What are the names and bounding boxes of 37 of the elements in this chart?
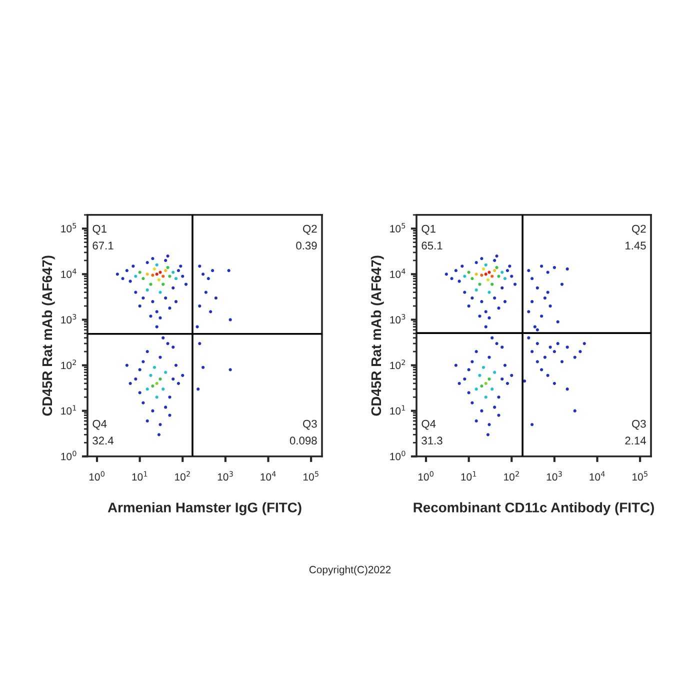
y-tick-label: 10$^{1}$ [390, 405, 406, 415]
x-tick-label: 10$^{5}$ [304, 471, 318, 481]
y-tick-label: 10$^{4}$ [61, 268, 76, 278]
x-tick-label: 10$^{5}$ [632, 471, 648, 481]
x-tick-label: 10$^{2}$ [175, 471, 190, 481]
annotation: Q1 65.1 [422, 224, 442, 250]
annotation: Q4 31.3 [422, 420, 442, 445]
annotation: Q2 1.45 [626, 224, 646, 250]
x-tick-label: 10$^{4}$ [590, 471, 605, 481]
y-tick-label: 10$^{5}$ [390, 223, 406, 232]
y-tick-label: 10$^{3}$ [61, 314, 76, 324]
annotation: Q2 0.39 [296, 224, 317, 250]
x-tick-label: 10$^{1}$ [461, 471, 476, 481]
annotation: Q3 0.098 [290, 420, 317, 445]
y-tick-label: 10$^{4}$ [390, 268, 406, 278]
annotation: Q3 2.14 [625, 420, 646, 444]
y-tick-label: 10$^{0}$ [61, 450, 76, 460]
x-tick-label: 10$^{0}$ [89, 471, 105, 481]
y-tick-label: 10$^{0}$ [390, 450, 406, 460]
y-tick-label: 10$^{3}$ [390, 314, 406, 324]
x-tick-label: 10$^{3}$ [546, 471, 562, 481]
x-tick-label: 10$^{0}$ [418, 471, 434, 481]
y-tick-label: 10$^{1}$ [61, 405, 76, 415]
x-axis-title: Armenian Hamster IgG (FITC) [108, 502, 302, 516]
text: Copyright(C)2022 [309, 566, 391, 576]
x-tick-label: 10$^{1}$ [132, 471, 148, 481]
x-tick-label: 10$^{3}$ [218, 471, 233, 481]
x-tick-label: 10$^{2}$ [504, 471, 519, 481]
y-axis-title: CD45R Rat mAb (AF647) [42, 256, 55, 416]
x-tick-label: 10$^{4}$ [260, 471, 276, 481]
y-tick-label: 10$^{2}$ [61, 360, 76, 370]
y-tick-label: 10$^{2}$ [390, 360, 406, 370]
annotation: Q1 67.1 [92, 224, 114, 250]
y-axis-title: CD45R Rat mAb (AF647) [370, 256, 384, 416]
x-axis-title: Recombinant CD11c Antibody (FITC) [414, 502, 654, 516]
annotation: Q4 32.4 [92, 420, 114, 445]
y-tick-label: 10$^{5}$ [61, 223, 76, 232]
